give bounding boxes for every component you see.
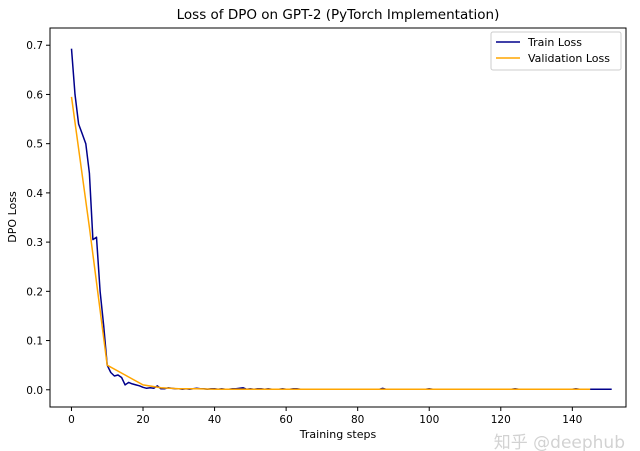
y-tick-label: 0.1 — [26, 336, 43, 348]
x-tick-label: 80 — [351, 414, 364, 426]
x-tick-label: 40 — [208, 414, 221, 426]
y-tick-label: 0.2 — [26, 286, 43, 298]
legend-box — [490, 31, 622, 71]
x-tick-label: 120 — [491, 414, 511, 426]
x-axis-label: Training steps — [299, 428, 377, 441]
x-tick-label: 60 — [279, 414, 292, 426]
series-line-validation-loss — [70, 96, 591, 391]
y-axis-label: DPO Loss — [6, 191, 19, 243]
y-tick-label: 0.6 — [26, 89, 43, 101]
x-tick-label: 140 — [562, 414, 582, 426]
y-tick-label: 0.4 — [26, 188, 43, 200]
y-tick-label: 0.7 — [26, 40, 43, 52]
y-tick-label: 0.3 — [26, 237, 43, 249]
watermark: 知乎 @deephub — [494, 433, 625, 451]
y-tick-label: 0.5 — [26, 139, 43, 151]
plot-area — [70, 48, 612, 391]
x-tick-label: 20 — [136, 414, 149, 426]
legend-label-validation: Validation Loss — [528, 52, 610, 65]
axes-frame — [49, 27, 627, 408]
y-tick-label: 0.0 — [26, 385, 43, 397]
x-tick-label: 0 — [68, 414, 75, 426]
legend-label-train: Train Loss — [527, 36, 582, 49]
chart-title: Loss of DPO on GPT-2 (PyTorch Implementa… — [177, 7, 500, 23]
series-line-train-loss — [70, 48, 612, 391]
x-tick-label: 100 — [419, 414, 439, 426]
ticks: 0 20 40 60 80 100 120 140 0.0 0.1 0.2 0.3 0.4 0.5 0.6 0… — [26, 40, 582, 426]
legend: Train Loss Validation Loss — [490, 31, 622, 71]
